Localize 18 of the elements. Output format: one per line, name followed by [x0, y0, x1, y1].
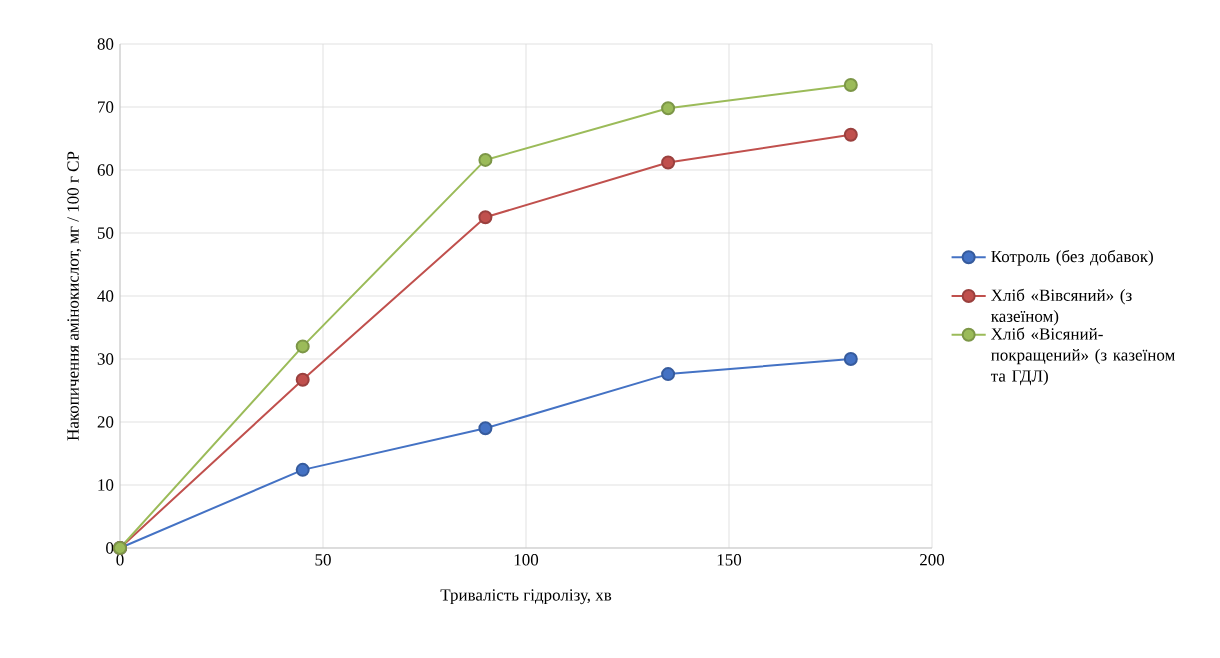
x-tick-label: 50 — [315, 554, 331, 566]
legend-label: Котроль (без добавок) — [991, 249, 1153, 266]
y-tick-label: 10 — [98, 479, 114, 491]
y-tick-label: 40 — [97, 290, 114, 302]
x-tick-label: 150 — [717, 554, 742, 566]
y-tick-label: 80 — [97, 38, 114, 50]
legend-label: Хліб «Вісяний-покращений» (з казеїном та ГДЛ) — [990, 327, 1175, 386]
y-tick-label: 70 — [98, 101, 114, 113]
x-tick-label: 200 — [920, 554, 945, 566]
y-tick-label: 30 — [97, 353, 114, 365]
x-tick-label: 100 — [514, 554, 539, 566]
y-tick-label: 0 — [106, 542, 114, 554]
y-axis-title: Накопичення амінокислот, мг / 100 г СР — [67, 151, 82, 441]
y-tick-label: 50 — [97, 227, 114, 239]
x-axis-title: Тривалість гідролізу, хв — [440, 589, 612, 605]
y-tick-label: 20 — [97, 416, 114, 428]
y-tick-label: 60 — [97, 164, 114, 176]
legend-label: Хліб «Вівсяний» (з казеїном) — [991, 288, 1132, 326]
